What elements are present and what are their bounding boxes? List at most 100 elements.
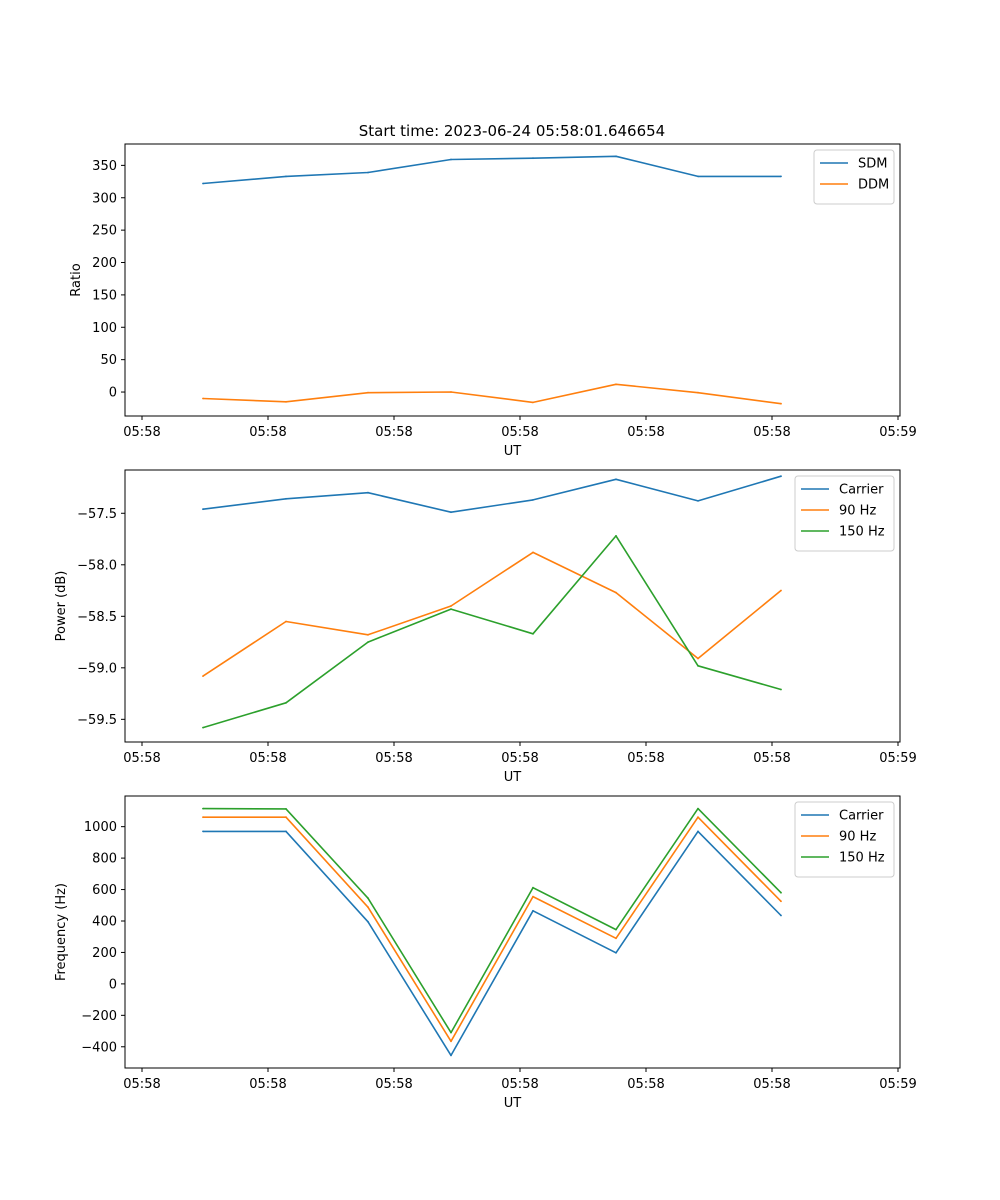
- ratio-series-ddm-point: [615, 383, 617, 386]
- power-series-90-hz-line: [202, 551, 782, 677]
- frequency-series-90-hz-point: [202, 816, 204, 819]
- power-series-carrier-point: [202, 508, 204, 511]
- power-series-90-hz-point: [780, 589, 782, 592]
- frequency-series-carrier-point: [202, 830, 204, 833]
- ratio-legend-ddm-label: DDM: [858, 178, 889, 193]
- ratio-y-axis-label: Ratio: [69, 263, 84, 296]
- frequency-y-tick-label: 0: [109, 977, 117, 992]
- power-series-carrier-line: [202, 475, 782, 514]
- power-x-tick-label: 05:58: [249, 751, 286, 766]
- ratio-series-sdm-line: [202, 155, 781, 185]
- ratio-y-tick-label: 200: [92, 256, 117, 271]
- power-subplot: 05:58 05:58 05:58 05:58 05:58 05:58 05:59 −59.5…: [54, 469, 917, 785]
- power-series-150-hz-point: [450, 608, 452, 610]
- frequency-series-90-hz-point: [367, 906, 369, 909]
- ratio-y-tick-label: 150: [92, 288, 117, 303]
- figure-title: Start time: 2023-06-24 05:58:01.646654: [359, 122, 665, 140]
- power-legend-90-hz-label: 90 Hz: [839, 504, 876, 519]
- ratio-series-sdm-point: [532, 157, 534, 160]
- ratio-series-ddm-point: [532, 401, 534, 404]
- power-y-tick-label: −57.5: [77, 507, 117, 522]
- power-series-90-hz-point: [532, 551, 534, 554]
- power-series-90-hz-point: [697, 657, 699, 660]
- ratio-y-tick-label: 50: [100, 353, 117, 368]
- power-series-150-hz-point: [780, 688, 782, 691]
- ratio-y-tick-label: 250: [92, 224, 117, 239]
- frequency-series-150-hz-point: [615, 928, 617, 931]
- frequency-series-150-hz-point: [697, 807, 699, 810]
- frequency-series-carrier-line: [203, 830, 782, 1057]
- frequency-x-tick-label: 05:59: [879, 1077, 916, 1092]
- frequency-series-90-hz-point: [780, 900, 782, 903]
- ratio-x-tick-label: 05:58: [249, 425, 286, 440]
- ratio-x-tick-label: 05:58: [501, 425, 538, 440]
- power-x-tick-label: 05:58: [123, 751, 160, 766]
- frequency-y-tick-label: 800: [92, 852, 117, 867]
- frequency-series-150-hz-point: [532, 886, 534, 889]
- power-legend: [794, 475, 895, 552]
- frequency-series-carrier-point: [450, 1054, 452, 1057]
- ratio-x-tick-label: 05:58: [627, 425, 664, 440]
- ratio-series-sdm-point: [367, 171, 369, 174]
- frequency-series-90-hz-point: [697, 816, 699, 819]
- frequency-axes-frame: [124, 795, 901, 1069]
- frequency-subplot: 05:58 05:58 05:58 05:58 05:58 05:58 05:59 −400 −…: [54, 795, 917, 1111]
- power-y-tick-label: −59.0: [77, 661, 117, 676]
- frequency-series-carrier-point: [615, 951, 617, 954]
- frequency-series-150-hz-point: [780, 891, 782, 894]
- power-x-tick-label: 05:58: [501, 751, 538, 766]
- frequency-y-tick-label: 600: [92, 883, 117, 898]
- frequency-series-150-hz-point: [450, 1031, 452, 1034]
- frequency-y-tick-label: −400: [81, 1040, 117, 1055]
- power-series-carrier-point: [367, 491, 369, 494]
- frequency-y-tick-label: 400: [92, 914, 117, 929]
- power-x-tick-label: 05:58: [375, 751, 412, 766]
- power-legend-150-hz-label: 150 Hz: [839, 525, 885, 540]
- power-legend-carrier-label: Carrier: [839, 483, 884, 498]
- frequency-series-carrier-point: [532, 909, 534, 912]
- frequency-x-tick-label: 05:58: [375, 1077, 412, 1092]
- power-x-tick-label: 05:59: [879, 751, 916, 766]
- frequency-legend-150-hz-label: 150 Hz: [839, 851, 885, 866]
- ratio-series-ddm-point: [367, 391, 369, 394]
- power-y-axis-label: Power (dB): [54, 571, 69, 642]
- frequency-series-carrier-point: [697, 830, 699, 833]
- power-x-tick-label: 05:58: [627, 751, 664, 766]
- ratio-y-tick-label: 100: [92, 321, 117, 336]
- power-series-150-hz-point: [615, 535, 617, 537]
- ratio-axes-frame: [124, 143, 901, 417]
- frequency-series-90-hz-point: [450, 1040, 452, 1043]
- power-series-carrier-point: [697, 500, 699, 502]
- power-series-carrier-point: [615, 478, 617, 481]
- frequency-y-tick-label: 1000: [84, 820, 117, 835]
- frequency-legend-carrier-label: Carrier: [839, 809, 884, 824]
- power-series-carrier-point: [532, 499, 534, 501]
- ratio-series-sdm-point: [780, 175, 782, 178]
- ratio-series-ddm-point: [285, 400, 287, 403]
- power-series-90-hz-point: [615, 591, 617, 594]
- frequency-x-tick-label: 05:58: [627, 1077, 664, 1092]
- ratio-series-sdm-point: [697, 175, 699, 178]
- frequency-y-axis-label: Frequency (Hz): [54, 883, 69, 981]
- ratio-series-sdm-point: [285, 175, 287, 178]
- frequency-series-90-hz-point: [532, 895, 534, 898]
- ratio-x-tick-label: 05:58: [375, 425, 412, 440]
- power-y-tick-label: −58.0: [77, 558, 117, 573]
- frequency-series-150-hz-point: [285, 808, 287, 810]
- power-series-90-hz-point: [367, 633, 369, 636]
- power-axes-frame: [124, 469, 901, 743]
- frequency-y-tick-label: −200: [81, 1009, 117, 1024]
- ratio-y-tick-label: 0: [109, 386, 117, 401]
- ratio-x-tick-label: 05:58: [753, 425, 790, 440]
- ratio-y-tick-label: 300: [92, 191, 117, 206]
- ratio-x-tick-label: 05:59: [879, 425, 916, 440]
- frequency-series-carrier-point: [367, 920, 369, 923]
- power-series-90-hz-point: [285, 620, 287, 623]
- frequency-series-carrier-point: [285, 830, 287, 833]
- frequency-x-tick-label: 05:58: [501, 1077, 538, 1092]
- frequency-x-tick-label: 05:58: [123, 1077, 160, 1092]
- ratio-legend-sdm-label: SDM: [858, 157, 887, 172]
- ratio-series-ddm-point: [450, 391, 452, 393]
- power-series-150-hz-point: [367, 641, 369, 643]
